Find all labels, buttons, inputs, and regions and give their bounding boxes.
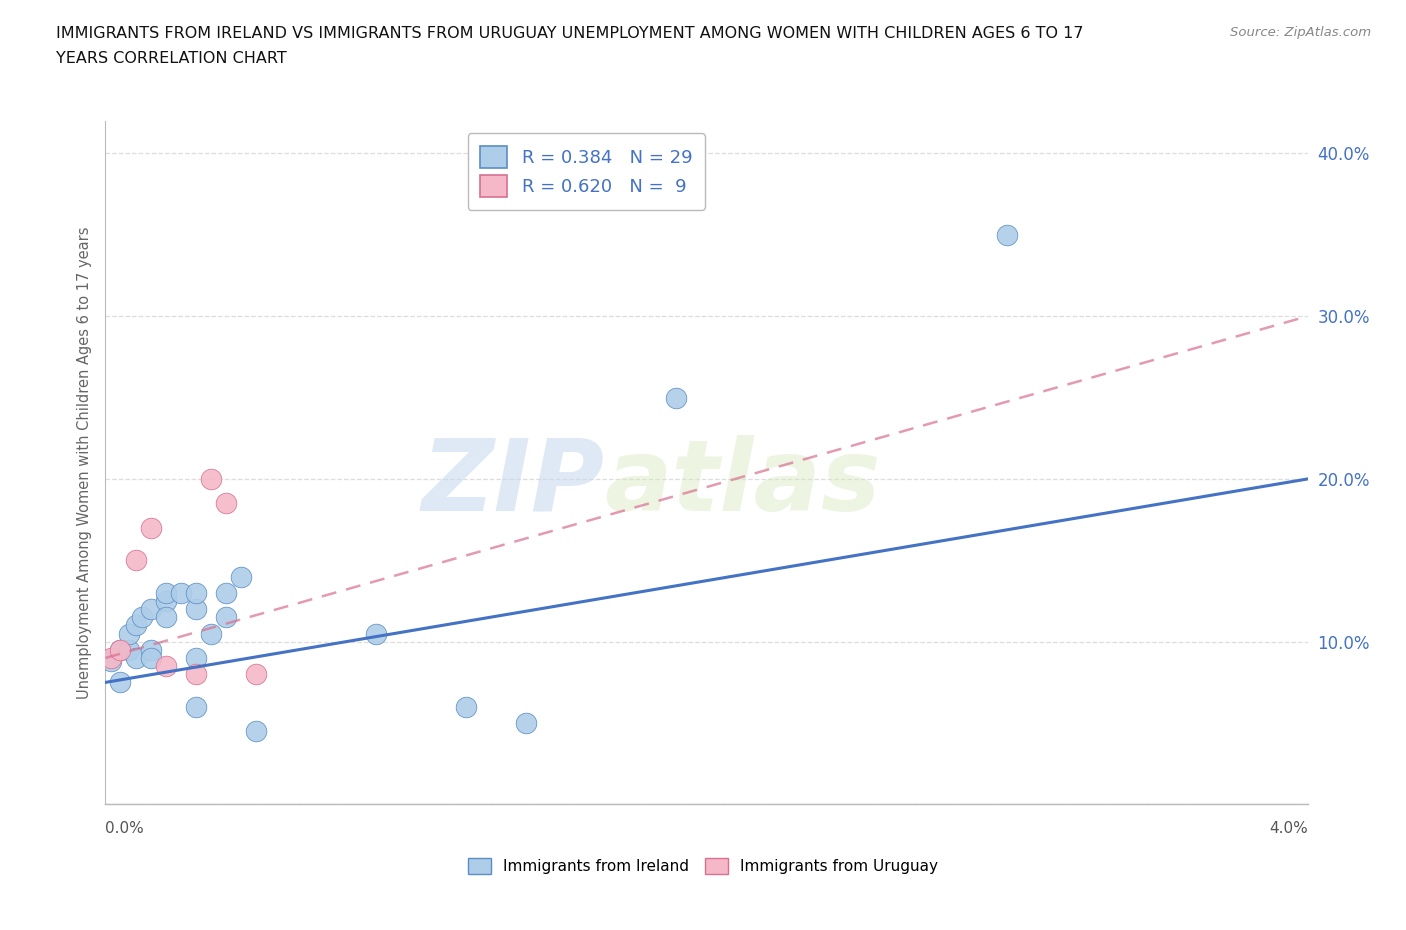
- Point: [100, 654, 122, 669]
- Point: [184, 602, 207, 617]
- Point: [110, 675, 132, 690]
- Point: [100, 651, 122, 666]
- Point: [124, 618, 146, 633]
- Point: [214, 496, 236, 511]
- Point: [139, 643, 162, 658]
- Point: [155, 658, 177, 673]
- Y-axis label: Unemployment Among Women with Children Ages 6 to 17 years: Unemployment Among Women with Children A…: [76, 226, 91, 699]
- Point: [169, 586, 191, 601]
- Point: [665, 391, 688, 405]
- Point: [184, 651, 207, 666]
- Text: 4.0%: 4.0%: [1268, 821, 1308, 836]
- Point: [139, 521, 162, 536]
- Point: [110, 643, 132, 658]
- Point: [214, 586, 236, 601]
- Point: [118, 643, 141, 658]
- Point: [118, 626, 141, 641]
- Point: [184, 667, 207, 682]
- Point: [184, 586, 207, 601]
- Text: YEARS CORRELATION CHART: YEARS CORRELATION CHART: [56, 51, 287, 66]
- Text: Source: ZipAtlas.com: Source: ZipAtlas.com: [1230, 26, 1371, 39]
- Point: [139, 602, 162, 617]
- Text: ZIP: ZIP: [422, 434, 605, 532]
- Point: [454, 699, 477, 714]
- Legend: Immigrants from Ireland, Immigrants from Uruguay: Immigrants from Ireland, Immigrants from…: [463, 852, 943, 881]
- Point: [131, 610, 153, 625]
- Point: [155, 593, 177, 608]
- Text: 0.0%: 0.0%: [105, 821, 145, 836]
- Point: [155, 586, 177, 601]
- Point: [139, 651, 162, 666]
- Point: [200, 626, 222, 641]
- Point: [515, 716, 537, 731]
- Point: [110, 643, 132, 658]
- Point: [200, 472, 222, 486]
- Point: [184, 699, 207, 714]
- Point: [245, 724, 267, 738]
- Point: [155, 610, 177, 625]
- Point: [124, 552, 146, 567]
- Point: [245, 667, 267, 682]
- Point: [124, 651, 146, 666]
- Text: atlas: atlas: [605, 434, 880, 532]
- Legend: R = 0.384   N = 29, R = 0.620   N =  9: R = 0.384 N = 29, R = 0.620 N = 9: [468, 133, 704, 210]
- Point: [229, 569, 252, 584]
- Point: [364, 626, 387, 641]
- Text: IMMIGRANTS FROM IRELAND VS IMMIGRANTS FROM URUGUAY UNEMPLOYMENT AMONG WOMEN WITH: IMMIGRANTS FROM IRELAND VS IMMIGRANTS FR…: [56, 26, 1084, 41]
- Point: [214, 610, 236, 625]
- Point: [995, 228, 1018, 243]
